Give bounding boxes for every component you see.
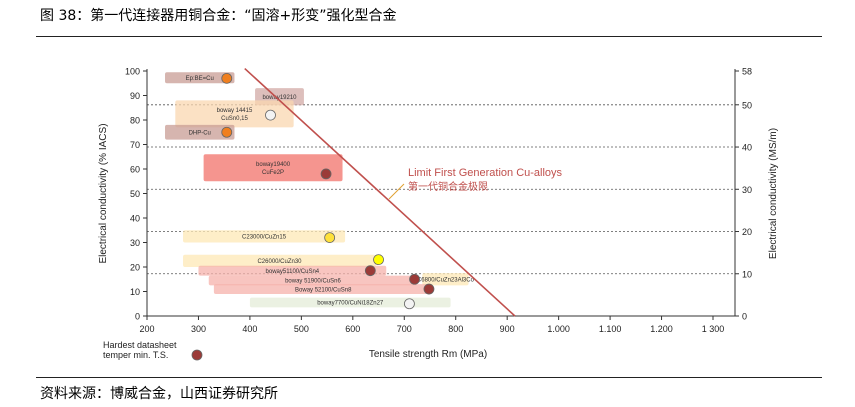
limit-line-label-cn: 第一代铜合金极限 [408,180,488,193]
alloy-band-label: C23000/CuZn15 [242,235,287,241]
y2-tick-label-50: 50 [742,100,752,110]
title-rule [36,36,822,37]
x-tick-label-600: 600 [345,324,360,334]
alloy-band-10: Boway 52100/CuSn8 [213,284,433,294]
data-point-7 [364,265,376,277]
alloy-band-9: C6800/CuZn23Al3Co [417,273,475,286]
alloy-band-label: boway7700/CuNi18Zn27 [317,301,384,307]
alloy-band-label: boway 14415 [217,108,253,114]
data-point-2 [265,109,276,121]
alloy-band-rect [165,124,235,140]
alloy-band-7: boway51100/CuSn4 [198,265,387,276]
x-tick-label-1300: 1 300 [702,324,725,334]
alloy-band-rect [165,72,235,84]
alloy-band-label: boway 51900/CuSn6 [285,279,341,285]
alloy-band-rect [183,230,346,243]
alloy-band-label: CuSn0,15 [221,116,248,122]
alloy-band-label: boway51100/CuSn4 [266,269,320,275]
alloy-band-label: DHP-Cu [189,130,211,136]
limit-line-label-en: Limit First Generation Cu-alloys [408,167,563,179]
alloy-band-label: boway19210 [262,95,297,101]
y-tick-label-50: 50 [130,189,140,199]
x-tick-label-700: 700 [397,324,412,334]
x-tick-label-1200: 1.200 [650,324,673,334]
alloy-band-label: CuFe2P [262,170,284,176]
x-tick-label-200: 200 [139,324,154,334]
alloy-band-rect [208,275,418,286]
data-point-3 [221,126,233,138]
alloy-band-label: C6800/CuZn23Al3Co [417,277,475,283]
y-tick-label-60: 60 [130,165,140,175]
legend-line-1: Hardest datasheet [103,340,177,350]
data-point-4 [320,168,332,180]
y-tick-label-10: 10 [130,287,140,297]
alloy-band-8: boway 51900/CuSn6 [208,275,418,286]
alloy-band-6: C26000/CuZn30 [183,254,376,267]
x-tick-label-1100: 1.100 [599,324,622,334]
data-point-10 [423,283,435,295]
y2-tick-label-30: 30 [742,185,752,195]
alloy-band-rect [213,284,433,294]
source-note: 资料来源：博威合金，山西证券研究所 [40,386,278,402]
data-point-8 [409,273,420,285]
y-tick-label-20: 20 [130,263,140,273]
x-axis-title: Tensile strength Rm (MPa) [369,349,487,360]
limit-line [244,67,516,317]
y-tick-label-90: 90 [130,91,140,101]
data-point-11 [404,298,415,310]
alloy-band-0: Ер:BE=Cu [165,72,235,84]
x-tick-label-1000: 1.000 [547,324,570,334]
legend-line-2: temper min. T.S. [103,350,168,360]
alloy-band-label: C26000/CuZn30 [257,259,302,265]
alloy-band-rect [422,273,469,286]
x-tick-label-900: 900 [500,324,515,334]
y-tick-label-70: 70 [130,140,140,150]
y-tick-label-30: 30 [130,238,140,248]
alloy-band-rect [249,297,451,308]
legend-marker [191,349,203,361]
alloy-band-4: boway19400 CuFe2P [203,154,343,182]
x-tick-label-500: 500 [294,324,309,334]
x-tick-label-300: 300 [191,324,206,334]
y2-tick-label-20: 20 [742,227,752,237]
alloy-band-label: Boway 52100/CuSn8 [295,287,352,293]
data-point-5 [324,232,336,244]
data-point-0 [221,72,233,84]
y2-tick-label-0: 0 [742,312,747,322]
y-tick-label-0: 0 [135,312,140,322]
figure-title: 图 38：第一代连接器用铜合金：“固溶+形变”强化型合金 [40,8,397,24]
y-tick-label-80: 80 [130,116,140,126]
alloy-band-5: C23000/CuZn15 [183,230,346,243]
y-tick-label-40: 40 [130,214,140,224]
x-tick-label-400: 400 [242,324,257,334]
alloy-band-rect [198,265,387,276]
alloy-band-rect [183,254,376,267]
alloy-band-3: DHP-Cu [165,124,235,140]
alloy-band-label: Ер:BE=Cu [186,76,214,82]
y-tick-label-100: 100 [125,67,140,77]
y2-tick-label-10: 10 [742,269,752,279]
x-tick-label-800: 800 [448,324,463,334]
data-point-6 [373,254,384,266]
alloy-band-rect [203,154,343,182]
source-rule [36,377,822,378]
y2-axis-title: Electrical conductivity (MS/m) [768,128,779,259]
limit-label-pointer [388,183,405,200]
y2-tick-label-58: 58 [742,67,752,77]
y2-tick-label-40: 40 [742,143,752,153]
alloy-band-label: boway19400 [256,162,291,168]
alloy-band-2: boway 14415 CuSn0,15 [175,100,294,128]
y-axis-title: Electrical conductivity (% IACS) [98,123,109,263]
alloy-band-rect [175,100,294,128]
alloy-band-11: boway7700/CuNi18Zn27 [249,297,451,308]
